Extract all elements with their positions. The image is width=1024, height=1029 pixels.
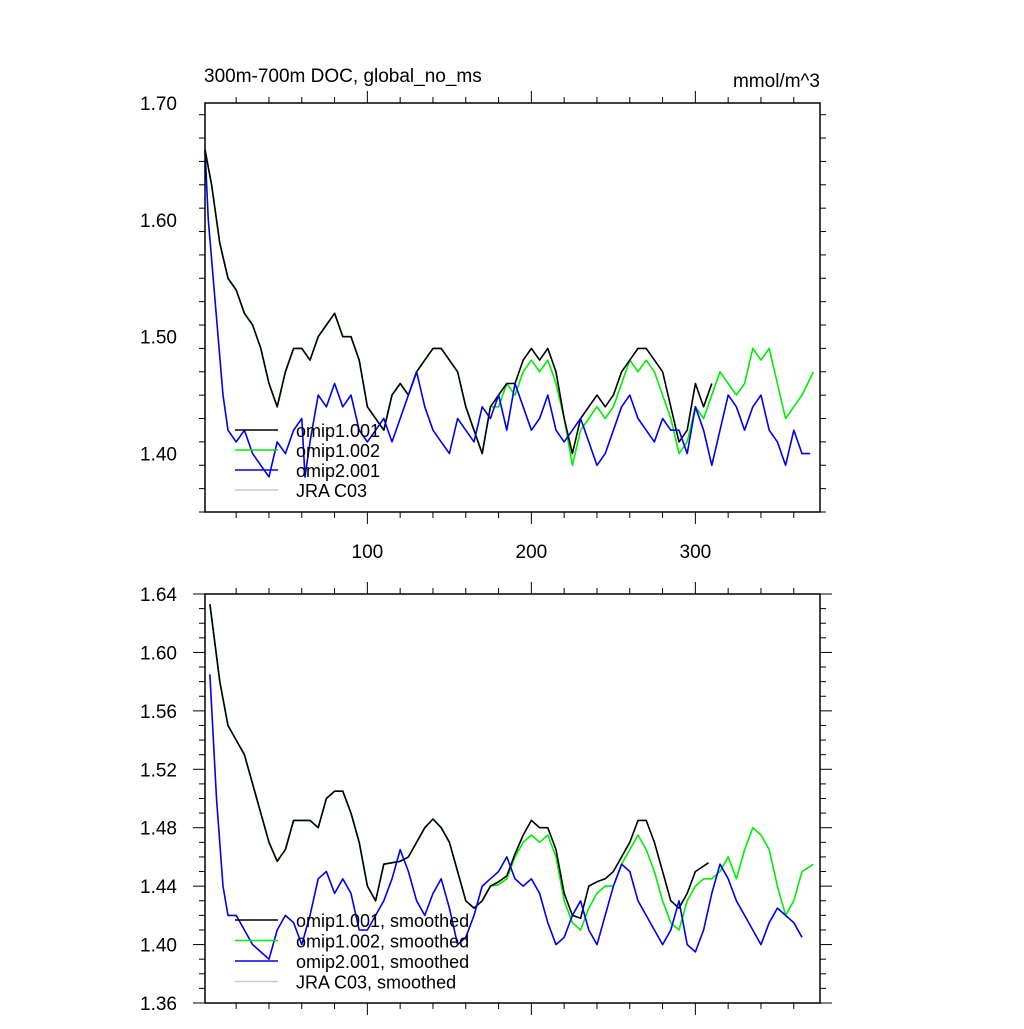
legend-label: omip1.002, smoothed <box>296 932 469 952</box>
units-label: mmol/m^3 <box>733 71 820 92</box>
series-line-omip2-001 <box>204 149 811 478</box>
y-tick-label: 1.60 <box>140 211 177 232</box>
y-tick-label: 1.44 <box>140 877 177 898</box>
series-line-omip2-001-smoothed <box>209 674 803 960</box>
legend-label: omip2.001 <box>296 461 380 481</box>
y-tick-label: 1.40 <box>140 936 177 957</box>
series-line-omip1-001 <box>204 149 713 455</box>
top-panel: 100 200 300 1.40 1.50 1.60 1.70 omip1.001omip1.… <box>140 91 826 563</box>
legend-label: omip1.001, smoothed <box>296 911 469 931</box>
legend-label: JRA C03 <box>296 481 367 501</box>
y-tick-label: 1.70 <box>140 94 177 115</box>
plot-frame <box>204 102 821 513</box>
y-tick-label: 1.36 <box>140 994 177 1015</box>
y-tick-label: 1.64 <box>140 585 177 606</box>
bottom-panel: 1.36 1.40 1.44 1.48 1.52 1.56 1.60 1.64 omip1.00… <box>140 582 832 1015</box>
y-tick-label: 1.50 <box>140 328 177 349</box>
chart-title: 300m-700m DOC, global_no_ms <box>204 66 482 87</box>
legend-label: JRA C03, smoothed <box>296 973 456 993</box>
legend-label: omip1.001 <box>296 421 380 441</box>
y-tick-label: 1.40 <box>140 445 177 466</box>
y-tick-label: 1.52 <box>140 760 177 781</box>
legend-label: omip1.002 <box>296 441 380 461</box>
x-tick-label: 200 <box>516 542 548 563</box>
x-tick-label: 100 <box>352 542 384 563</box>
legend-label: omip2.001, smoothed <box>296 952 469 972</box>
series-line-omip1-002-smoothed <box>209 604 814 931</box>
y-tick-label: 1.60 <box>140 643 177 664</box>
y-tick-label: 1.56 <box>140 702 177 723</box>
series-line-omip1-001-smoothed <box>209 604 709 920</box>
y-tick-label: 1.48 <box>140 819 177 840</box>
x-tick-label: 300 <box>680 542 712 563</box>
